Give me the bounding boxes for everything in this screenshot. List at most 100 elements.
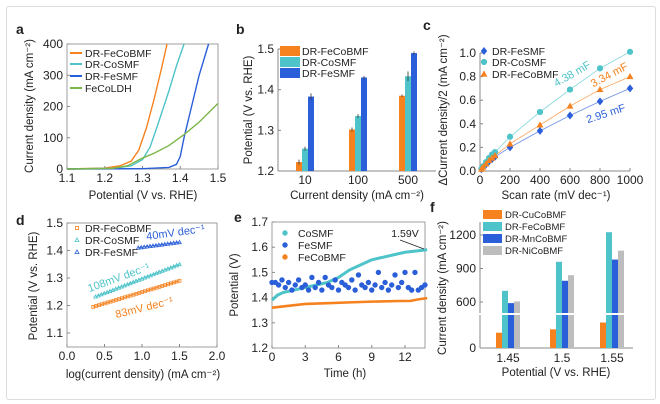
x-tick-label: 200 — [500, 173, 520, 187]
data-point — [596, 65, 604, 72]
x-tick-label: 0 — [477, 173, 484, 187]
data-point — [566, 102, 574, 109]
x-tick-label: 1.1 — [59, 171, 76, 185]
data-point — [566, 86, 574, 93]
data-point — [312, 284, 318, 291]
data-point — [159, 241, 165, 247]
legend-swatch — [280, 46, 300, 56]
y-tick-label: 1.6 — [251, 240, 268, 254]
bar — [550, 329, 556, 348]
y-tick-label: 1.5 — [46, 216, 63, 230]
bar — [600, 322, 606, 348]
y-axis-label: ΔCurrent density/2 (mA cm⁻²) — [438, 34, 450, 185]
data-point — [322, 274, 328, 281]
legend-label: FeSMF — [298, 240, 332, 252]
data-point — [295, 277, 302, 283]
data-point — [165, 266, 171, 271]
y-tick-label: 1200 — [449, 228, 476, 242]
data-point — [107, 288, 113, 293]
y-tick-label: 0.8 — [459, 70, 476, 84]
y-tick-label: 0 — [56, 162, 63, 176]
data-point — [142, 275, 148, 280]
data-point — [285, 279, 292, 286]
legend-label: FeCoBMF — [298, 252, 346, 264]
x-tick-label: 600 — [560, 173, 580, 187]
panel-letter: f — [430, 199, 435, 215]
data-point — [506, 133, 514, 140]
data-point — [479, 163, 487, 170]
x-tick-label: 10 — [298, 173, 312, 187]
y-tick-label: 1.2 — [257, 164, 274, 178]
x-tick-label: 1.5 — [171, 349, 188, 363]
x-axis-label: Scan rate (mV dec⁻¹) — [502, 190, 611, 202]
x-tick-label: 100 — [348, 173, 368, 187]
y-tick-label: 0.0 — [459, 164, 476, 178]
x-axis-label: Time (h) — [324, 368, 367, 380]
bar — [399, 95, 405, 171]
legend-swatch — [483, 222, 502, 231]
data-point — [104, 289, 110, 295]
panel-letter: c — [423, 17, 431, 33]
data-point — [398, 279, 405, 286]
data-point — [362, 284, 368, 291]
data-point — [168, 264, 174, 270]
legend-marker — [282, 230, 288, 236]
bar — [302, 148, 308, 171]
data-point — [422, 282, 428, 288]
data-point — [536, 108, 544, 116]
bar — [556, 261, 562, 348]
data-point — [174, 262, 180, 268]
legend-marker — [74, 237, 80, 243]
data-point — [335, 287, 342, 293]
series-line-dr-fesmf — [66, 43, 210, 170]
legend-label: DR-CoSMF — [85, 235, 139, 247]
x-tick-label: 0.5 — [96, 349, 113, 363]
x-tick-label: 2.0 — [209, 349, 226, 363]
y-axis-label: Potential (V vs. RHE) — [28, 232, 40, 341]
bar — [618, 250, 624, 348]
data-point — [345, 284, 352, 291]
data-point — [119, 284, 125, 289]
fit-line — [93, 280, 180, 308]
bar — [296, 162, 302, 171]
data-point — [379, 284, 385, 291]
data-point — [168, 240, 174, 246]
series-line-dr-fecobmf — [66, 43, 168, 170]
data-point — [412, 269, 418, 276]
legend-label: DR-FeCoBMF — [302, 46, 369, 58]
data-point — [349, 277, 355, 283]
data-point — [177, 278, 182, 283]
data-point — [110, 287, 116, 292]
panel-letter: b — [236, 21, 245, 37]
y-tick-label: 1.3 — [251, 316, 268, 330]
legend-label: DR-FeCoBMF — [85, 48, 152, 60]
x-tick-label: 1.4 — [172, 171, 189, 185]
y-tick-label: 1.3 — [257, 123, 274, 137]
data-point — [153, 270, 159, 276]
x-tick-label: 1.3 — [134, 171, 151, 185]
legend-label: DR-FeSMF — [85, 247, 138, 259]
legend-label: DR-FeSMF — [492, 46, 545, 58]
legend-label: DR-CoSMF — [302, 57, 356, 69]
data-point — [177, 261, 182, 267]
x-tick-label: 9 — [368, 350, 375, 364]
y-tick-label: 300 — [43, 68, 63, 82]
data-point — [156, 242, 162, 247]
legend-label: DR-CoSMF — [492, 57, 546, 69]
data-point — [369, 287, 375, 293]
data-point — [596, 97, 604, 106]
legend-swatch — [483, 246, 502, 255]
bar — [361, 77, 367, 171]
data-point — [506, 140, 514, 147]
y-tick-label: 1.5 — [257, 42, 274, 56]
legend-label: CoSMF — [298, 228, 334, 240]
y-tick-label: 1.7 — [251, 215, 268, 229]
legend-marker — [480, 58, 488, 66]
legend-label: DR-CoSMF — [85, 59, 139, 71]
data-point — [309, 274, 315, 281]
x-tick-label: 0.0 — [59, 349, 76, 363]
data-point — [626, 84, 634, 93]
data-point — [289, 287, 295, 293]
x-tick-label: 1.45 — [496, 351, 520, 365]
